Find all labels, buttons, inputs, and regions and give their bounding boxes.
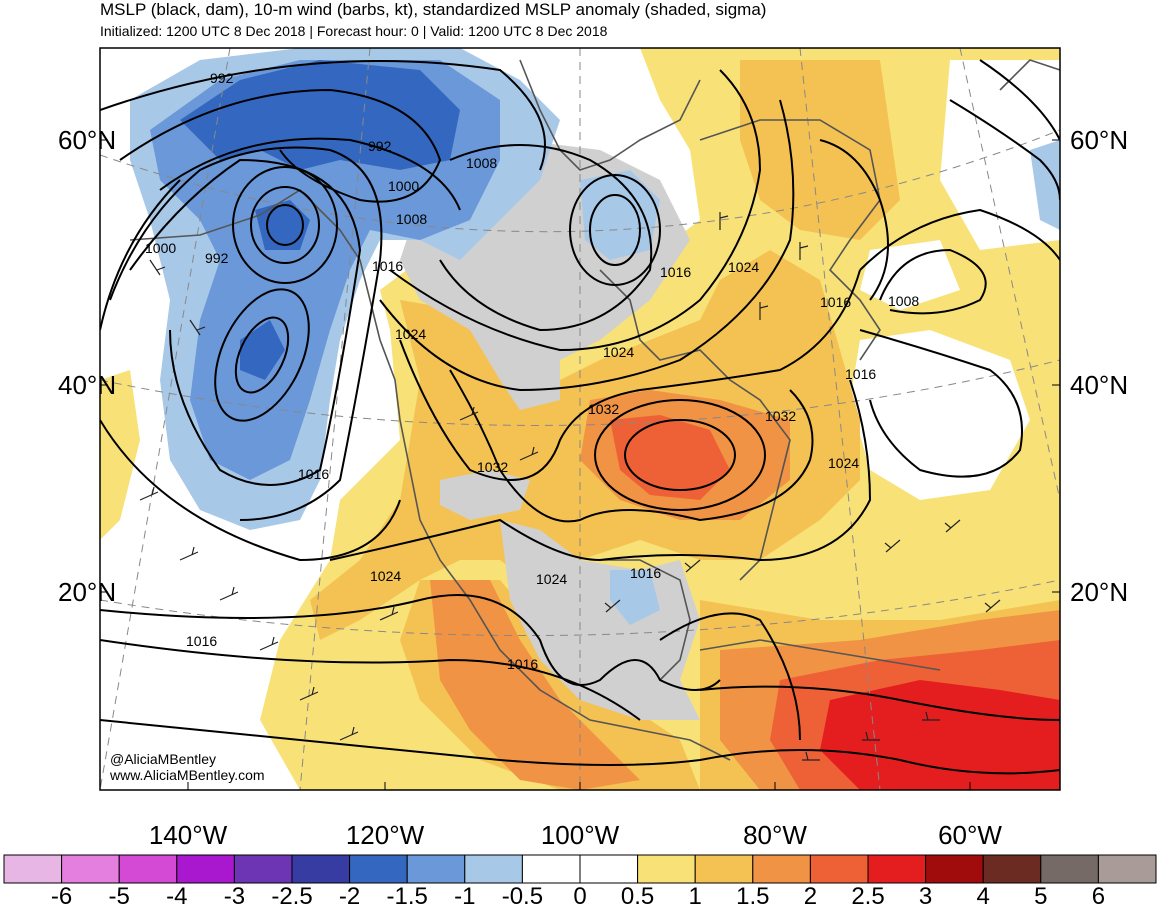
anomaly-positive-mid-greenland (740, 60, 900, 240)
isobar-label: 1008 (396, 211, 428, 227)
colorbar-swatch (521, 854, 581, 884)
isobar-label: 992 (368, 138, 392, 154)
lat-label-60n-right: 60°N (1070, 125, 1129, 155)
colorbar-swatch (118, 854, 178, 884)
anomaly-negative-weak-east-atlantic (1030, 140, 1060, 230)
colorbar-tick-label: 0.5 (620, 883, 655, 910)
isobar-label: 1016 (660, 264, 692, 280)
colorbar-swatch (982, 854, 1042, 884)
map-plot-area (100, 48, 1060, 790)
colorbar-tick-label: -1.5 (386, 883, 428, 910)
isobar-label: 1032 (477, 459, 509, 475)
colorbar-tick-label: -0.5 (501, 883, 544, 910)
colorbar-swatch (925, 854, 984, 884)
colorbar-tick-label: 6 (1091, 883, 1106, 910)
anomaly-negative-strong-low1 (255, 200, 310, 250)
colorbar-swatch (1097, 854, 1157, 884)
isobar-label: 1024 (370, 568, 402, 584)
colorbar-tick-label: 2.5 (851, 883, 885, 910)
lat-label-40n-left: 40°N (58, 370, 117, 400)
colorbar-tick-label: -2 (338, 883, 361, 910)
colorbar-swatch (291, 854, 351, 884)
lon-label-80w: 80°W (743, 820, 807, 850)
lon-label-60w: 60°W (938, 820, 1002, 850)
tick-marks (100, 139, 1060, 790)
isobar-label: 1032 (588, 401, 620, 417)
colorbar-swatch (176, 854, 235, 884)
colorbar-tick-label: 1.5 (736, 883, 770, 910)
isobar-label: 1008 (466, 155, 498, 171)
isobars (100, 59, 1060, 775)
colorbar-tick-label: -2.5 (271, 883, 313, 910)
isobar-label: 1016 (298, 466, 330, 482)
colorbar-swatch (694, 854, 754, 884)
lat-label-20n-left: 20°N (58, 577, 117, 607)
isobar-label: 1016 (372, 258, 404, 274)
anomaly-positive-weak-west (100, 370, 140, 540)
colorbar-swatch (61, 854, 120, 884)
colorbar-swatch (579, 854, 639, 884)
colorbar-swatch (464, 854, 523, 884)
isobar-label: 992 (210, 70, 234, 86)
anomaly-negative-strong-region (180, 60, 460, 170)
lon-label-100w: 100°W (540, 820, 620, 850)
isobar-label: 1000 (388, 178, 420, 194)
anomaly-neutral-labrador (860, 240, 960, 310)
isobar-label: 1000 (145, 240, 177, 256)
credit-handle: @AliciaMBentley (110, 751, 217, 767)
anomaly-neutral-greenland-east (940, 60, 1060, 250)
colorbar-tick-label: 5 (1034, 883, 1048, 910)
colorbar-swatch (233, 854, 293, 884)
colorbar-swatch (3, 854, 63, 884)
colorbar-swatch (809, 854, 869, 884)
lon-label-140w: 140°W (148, 820, 228, 850)
colorbar-tick-label: -4 (166, 883, 188, 910)
colorbar-tick-label: -1 (454, 883, 476, 910)
colorbar-swatch (867, 854, 927, 884)
anomaly-positive-max-caribbean (820, 680, 1060, 790)
colorbar-tick-label: -3 (223, 883, 246, 910)
anomaly-negative-strong-low2 (240, 320, 285, 380)
colorbar-tick-label: -5 (108, 883, 130, 910)
chart-subtitle: Initialized: 1200 UTC 8 Dec 2018 | Forec… (100, 23, 608, 39)
lat-label-20n-right: 20°N (1070, 577, 1129, 607)
isobar-label: 1024 (536, 571, 568, 587)
colorbar-tick-label: 4 (976, 883, 990, 910)
isobar-label: 1024 (395, 326, 427, 342)
isobar-label: 1032 (765, 408, 797, 424)
isobar-label: 1016 (630, 565, 662, 581)
lat-label-40n-right: 40°N (1070, 370, 1129, 400)
isobar-label: 1008 (888, 293, 920, 309)
isobar-label: 1016 (820, 294, 852, 310)
chart-title: MSLP (black, dam), 10-m wind (barbs, kt)… (100, 0, 767, 19)
wind-barbs (139, 212, 1001, 761)
isobar-label: 1016 (507, 656, 539, 672)
isobar-label: 1024 (728, 259, 760, 275)
colorbar-tick-label: 1 (688, 883, 702, 910)
colorbar-tick-label: 3 (918, 883, 933, 910)
isobar-label: 1024 (603, 344, 635, 360)
colorbar-tick-label: 0 (573, 883, 587, 910)
colorbar-tick-label: 2 (803, 883, 818, 910)
colorbar-swatch (637, 854, 696, 884)
colorbar-swatch (406, 854, 466, 884)
isobar-label: 1016 (845, 366, 877, 382)
isobar-label: 992 (205, 250, 229, 266)
colorbar (3, 854, 1157, 884)
anomaly-neutral-atlantic (850, 330, 1030, 500)
lon-label-120w: 120°W (345, 820, 425, 850)
colorbar-swatch (752, 854, 811, 884)
colorbar-tick-label: -6 (50, 883, 73, 910)
anomaly-neutral-plains (440, 470, 530, 520)
isobar-label: 1024 (828, 455, 860, 471)
lat-label-60n-left: 60°N (58, 125, 117, 155)
isobar-label: 1016 (186, 633, 218, 649)
colorbar-swatch (349, 854, 408, 884)
credit-url: www.AliciaMBentley.com (110, 767, 265, 783)
anomaly-negative-weak-gulf (610, 570, 660, 625)
colorbar-swatch (1040, 854, 1099, 884)
